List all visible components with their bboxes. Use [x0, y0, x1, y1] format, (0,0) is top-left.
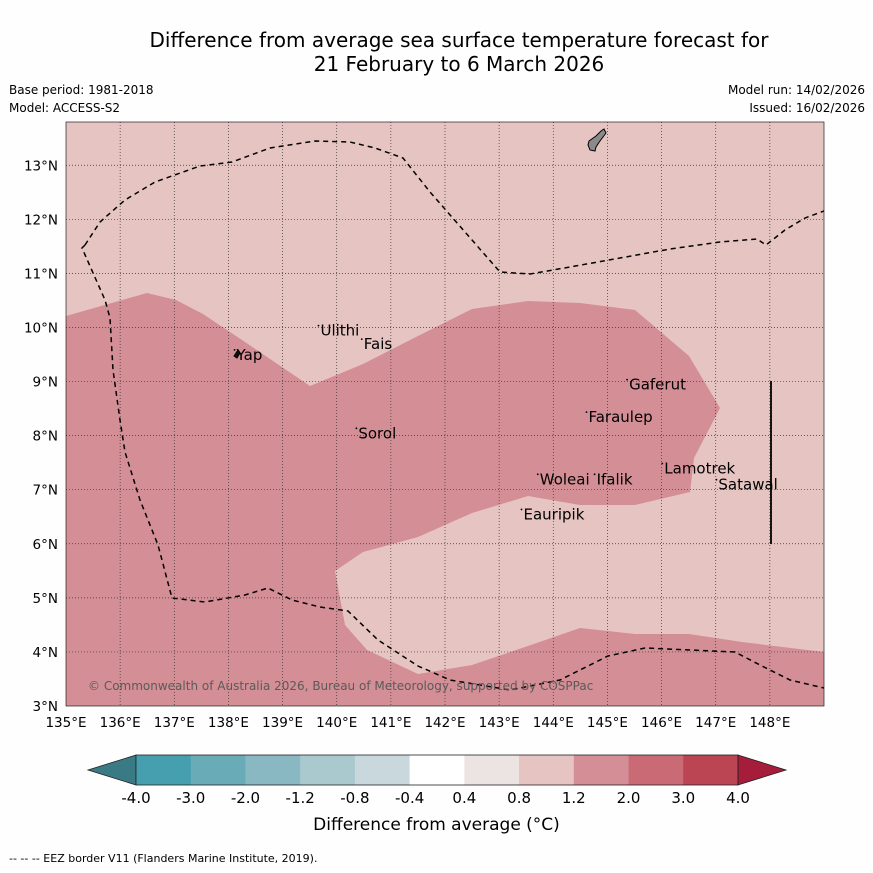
lon-tick-label: 137°E [154, 715, 195, 731]
colorbar-under-arrow [86, 754, 137, 786]
model-name: Model: ACCESS-S2 [9, 101, 121, 115]
colorbar-title: Difference from average (°C) [313, 815, 560, 835]
lon-tick-label: 141°E [370, 715, 411, 731]
place-marker [233, 349, 236, 351]
colorbar-swatch [573, 755, 630, 785]
colorbar-swatch [136, 755, 192, 785]
place-marker [626, 378, 628, 381]
lat-tick-label: 13°N [24, 158, 58, 174]
colorbar-swatch [409, 755, 465, 785]
colorbar-swatch [628, 755, 684, 785]
place-marker [536, 473, 539, 476]
yap-island [233, 349, 241, 359]
place-marker [585, 411, 588, 414]
place-label: Woleai [540, 470, 590, 488]
meta-right: Model run: 14/02/2026 Issued: 16/02/2026 [728, 81, 865, 117]
longitude-ticks: 135°E 136°E 137°E 138°E 139°E 140°E 141°E 142°E… [45, 715, 790, 731]
eez-footnote: -- -- -- EEZ border V11 (Flanders Marine… [9, 852, 318, 865]
place-label: Gaferut [629, 376, 686, 394]
place-marker [593, 473, 596, 476]
lon-tick-label: 136°E [100, 715, 141, 731]
colorbar-swatch [245, 755, 301, 785]
place-labels: Ulithi Fais Yap Gaferut Faraulep Sorol Lamotre… [233, 322, 778, 523]
lon-tick-label: 147°E [695, 715, 736, 731]
colorbar-tick-label: 3.0 [671, 789, 695, 807]
lon-tick-label: 138°E [208, 715, 249, 731]
colorbar-tick-label: 2.0 [617, 789, 641, 807]
place-marker [360, 338, 363, 341]
colorbar-swatch [683, 755, 739, 785]
lat-tick-label: 4°N [33, 645, 58, 661]
issued-date: Issued: 16/02/2026 [749, 101, 865, 115]
colorbar-over-arrow [737, 754, 788, 786]
lat-tick-label: 6°N [33, 537, 58, 553]
anomaly-zone-1.2-2.0 [66, 293, 824, 706]
colorbar-labels: -4.0 -3.0 -2.0 -1.2 -0.8 -0.4 0.4 0.8 1.2 2.0 3.0 4… [121, 789, 750, 807]
place-label: Satawal [718, 476, 777, 494]
place-label: Ifalik [597, 470, 633, 488]
lat-tick-label: 9°N [33, 375, 58, 391]
colorbar-tick-label: -1.2 [286, 789, 315, 807]
eez-border-north [84, 140, 824, 275]
colorbar-tick-label: -0.4 [395, 789, 424, 807]
colorbar-swatch [354, 755, 411, 785]
place-marker [355, 427, 358, 430]
base-period: Base period: 1981-2018 [9, 83, 154, 97]
lat-tick-label: 7°N [33, 483, 58, 499]
place-marker [317, 324, 320, 327]
colorbar-tick-label: -3.0 [176, 789, 205, 807]
model-run: Model run: 14/02/2026 [727, 83, 865, 97]
lon-tick-label: 144°E [533, 715, 574, 731]
lat-tick-label: 3°N [33, 699, 58, 715]
lat-tick-label: 5°N [33, 591, 58, 607]
lon-tick-label: 135°E [45, 715, 86, 731]
place-label: Ulithi [320, 322, 359, 340]
colorbar-tick-label: 0.4 [452, 789, 476, 807]
eez-border [81, 244, 824, 691]
place-marker [715, 478, 718, 481]
title-line-2: 21 February to 6 March 2026 [313, 52, 605, 76]
lon-tick-label: 145°E [587, 715, 628, 731]
colorbar-tick-label: 1.2 [562, 789, 586, 807]
colorbar-frame [135, 754, 739, 786]
colorbar-swatch [519, 755, 575, 785]
lat-tick-label: 8°N [33, 429, 58, 445]
place-label: Faraulep [588, 408, 652, 426]
place-label: Sorol [358, 424, 396, 442]
colorbar-swatch [464, 755, 520, 785]
latitude-ticks: 3°N 4°N 5°N 6°N 7°N 8°N 9°N 10°N 11°N 12°N 13°N [24, 158, 58, 715]
place-label: Yap [236, 346, 263, 364]
guam-island [587, 128, 607, 152]
lon-tick-label: 139°E [262, 715, 303, 731]
plot-frame [65, 121, 825, 707]
colorbar-tick-label: 4.0 [726, 789, 750, 807]
place-label: Lamotrek [664, 459, 735, 477]
lat-tick-label: 10°N [24, 320, 58, 336]
grid-lines [66, 122, 824, 706]
colorbar-tick-label: 0.8 [507, 789, 531, 807]
lon-tick-label: 148°E [749, 715, 790, 731]
place-marker [520, 508, 523, 511]
place-marker [661, 462, 664, 465]
lat-tick-label: 11°N [24, 266, 58, 282]
lon-tick-label: 142°E [424, 715, 465, 731]
colorbar-tick-label: -4.0 [121, 789, 150, 807]
colorbar-swatch [300, 755, 356, 785]
title-line-1: Difference from average sea surface temp… [149, 28, 769, 52]
colorbar [86, 754, 788, 786]
place-label: Fais [364, 335, 393, 353]
colorbar-tick-label: -2.0 [231, 789, 260, 807]
copyright-text: © Commonwealth of Australia 2026, Bureau… [88, 679, 593, 693]
place-label: Eauripik [524, 505, 585, 523]
colorbar-tick-label: -0.8 [340, 789, 369, 807]
lat-tick-label: 12°N [24, 212, 58, 228]
lon-tick-label: 143°E [479, 715, 520, 731]
meta-left: Base period: 1981-2018 Model: ACCESS-S2 [9, 81, 154, 117]
title: Difference from average sea surface temp… [0, 28, 873, 76]
lon-tick-label: 140°E [316, 715, 357, 731]
colorbar-swatch [190, 755, 246, 785]
lon-tick-label: 146°E [641, 715, 682, 731]
